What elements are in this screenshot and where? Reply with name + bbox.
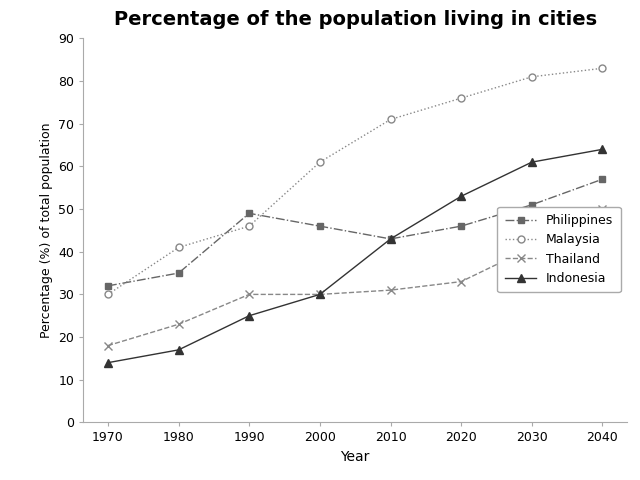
Malaysia (175, 245, 182, 251)
Thailand (104, 343, 112, 348)
Malaysia (528, 74, 536, 80)
Philippines (316, 223, 324, 229)
Line: Philippines: Philippines (104, 176, 606, 289)
Thailand (528, 245, 536, 251)
Thailand (458, 279, 465, 285)
Indonesia (245, 313, 253, 319)
Philippines (528, 202, 536, 208)
X-axis label: Year: Year (340, 450, 370, 464)
Indonesia (598, 146, 606, 152)
Indonesia (387, 236, 394, 242)
Line: Malaysia: Malaysia (104, 65, 606, 298)
Philippines (175, 270, 182, 276)
Line: Thailand: Thailand (104, 205, 607, 350)
Philippines (245, 210, 253, 216)
Indonesia (316, 291, 324, 297)
Y-axis label: Percentage (%) of total population: Percentage (%) of total population (40, 123, 52, 338)
Malaysia (104, 291, 112, 297)
Thailand (175, 322, 182, 327)
Indonesia (458, 193, 465, 199)
Philippines (458, 223, 465, 229)
Malaysia (458, 95, 465, 101)
Philippines (598, 176, 606, 182)
Philippines (104, 283, 112, 289)
Malaysia (387, 117, 394, 122)
Line: Indonesia: Indonesia (104, 145, 607, 367)
Thailand (598, 206, 606, 212)
Thailand (316, 291, 324, 297)
Thailand (387, 287, 394, 293)
Malaysia (316, 159, 324, 165)
Malaysia (598, 65, 606, 71)
Indonesia (528, 159, 536, 165)
Indonesia (175, 347, 182, 353)
Philippines (387, 236, 394, 242)
Malaysia (245, 223, 253, 229)
Title: Percentage of the population living in cities: Percentage of the population living in c… (114, 10, 596, 28)
Thailand (245, 291, 253, 297)
Indonesia (104, 360, 112, 366)
Legend: Philippines, Malaysia, Thailand, Indonesia: Philippines, Malaysia, Thailand, Indones… (497, 207, 621, 292)
